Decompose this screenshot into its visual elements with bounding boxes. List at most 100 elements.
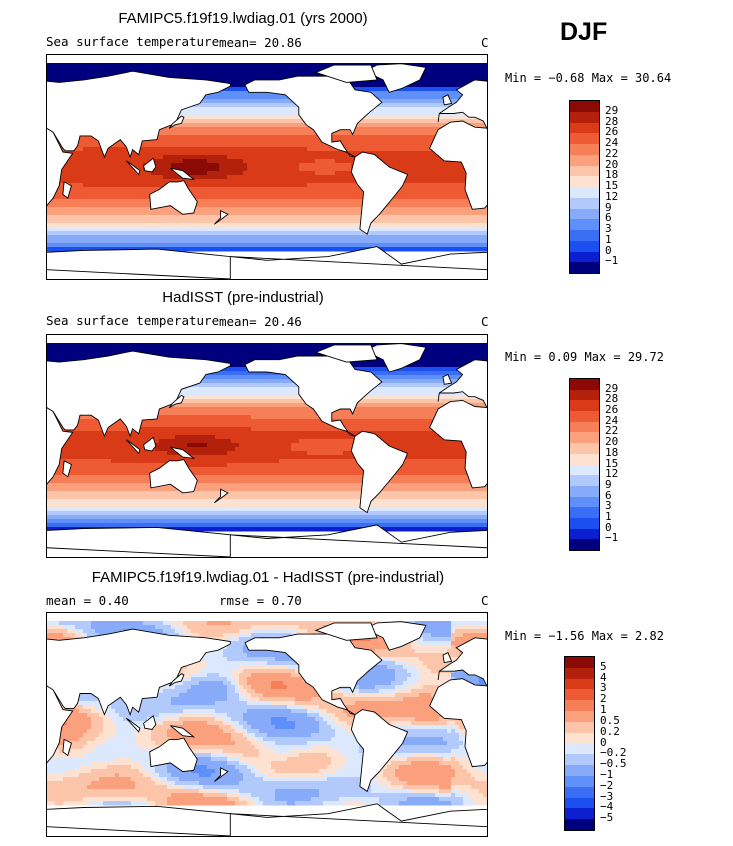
colorbar-swatch [565, 808, 594, 820]
colorbar-tick-label: 4 [600, 670, 607, 684]
colorbar-swatch [570, 240, 599, 252]
colorbar-tick-label: −1 [600, 767, 614, 781]
colorbar-tick-label: 3 [605, 222, 612, 235]
land-polygon [437, 359, 487, 409]
colorbar-swatch [565, 667, 594, 679]
land-polygon [170, 446, 196, 459]
land-polygon [314, 622, 378, 641]
colorbar-tick-label: 18 [605, 168, 619, 182]
land-polygon [214, 767, 229, 782]
colorbar-swatch [565, 819, 594, 830]
season-label: DJF [560, 18, 608, 46]
colorbar-swatch [570, 443, 599, 454]
panel-3-title: FAMIPC5.f19f19.lwdiag.01 - HadISST (pre-… [91, 569, 445, 586]
land-polygon [126, 160, 141, 176]
land-polygon [442, 651, 453, 664]
colorbar-swatch [570, 122, 599, 134]
land-polygon [168, 115, 185, 129]
colorbar-tick-label: −3 [600, 789, 614, 803]
colorbar-swatch [570, 230, 599, 241]
colorbar-tick-label: 2 [600, 692, 607, 706]
colorbar-swatch [570, 187, 599, 198]
land-polygon [363, 63, 427, 93]
panel-1-mean: mean= 20.86 [219, 35, 302, 50]
panel-3-map-svg [47, 621, 487, 836]
colorbar-tick-label: 15 [605, 456, 619, 470]
colorbar-swatch [565, 765, 594, 776]
land-polygon [363, 621, 427, 651]
colorbar-swatch [565, 657, 594, 668]
colorbar-swatch [570, 133, 599, 144]
colorbar-swatch [570, 475, 599, 486]
colorbar-tick-label: 22 [605, 146, 619, 160]
land-polygon [363, 343, 427, 373]
panel-1-units: C [481, 35, 489, 50]
colorbar-tick-label: 9 [605, 477, 612, 491]
colorbar-swatch [570, 165, 599, 177]
land-polygon [126, 717, 141, 733]
colorbar-swatch [570, 485, 599, 497]
colorbar-swatch [570, 144, 599, 155]
land-polygon [62, 181, 72, 199]
colorbar-tick-label: 18 [605, 445, 619, 459]
land-polygon [168, 673, 185, 687]
colorbar-tick-label: 24 [605, 136, 619, 149]
colorbar-tick-label: −1 [605, 254, 619, 268]
colorbar-swatch [570, 464, 599, 476]
colorbar-swatch [570, 208, 599, 220]
colorbar-tick-label: −0.5 [600, 757, 627, 771]
colorbar-swatch [570, 507, 599, 518]
land-polygon [230, 246, 487, 271]
colorbar-tick-label: 12 [605, 189, 619, 203]
colorbar-tick-label: 29 [605, 381, 619, 395]
colorbar-tick-label: 1 [605, 509, 612, 523]
colorbar-swatch [565, 775, 594, 787]
land-polygon [47, 70, 231, 159]
colorbar-tick-label: 20 [605, 157, 619, 171]
colorbar-tick-label: 22 [605, 424, 619, 438]
colorbar-tick-label: 1 [605, 232, 612, 246]
colorbar-tick-label: 28 [605, 114, 619, 128]
colorbar-swatch [570, 453, 599, 465]
land-polygon [149, 459, 198, 494]
colorbar-swatch [570, 111, 599, 123]
land-polygon [47, 685, 74, 764]
colorbar-tick-label: −0.2 [600, 746, 627, 760]
colorbar-swatch [570, 154, 599, 166]
land-polygon [314, 64, 378, 83]
colorbar-swatch [565, 786, 594, 798]
land-polygon [429, 399, 487, 489]
colorbar-tick-label: 0.2 [600, 724, 620, 738]
panel-1-map [46, 54, 488, 280]
panel-1-colorbar [569, 100, 600, 274]
land-polygon [437, 637, 487, 687]
colorbar-swatch [570, 251, 599, 263]
land-polygon [149, 180, 198, 215]
panel-3-rmse: rmse = 0.70 [219, 593, 302, 608]
land-polygon [429, 678, 487, 768]
colorbar-tick-label: 0 [605, 243, 612, 257]
land-polygon [47, 127, 74, 206]
land-polygon [170, 167, 196, 181]
panel-2-map-svg [47, 343, 487, 557]
panel-3-mean: mean = 0.40 [46, 593, 129, 608]
colorbar-swatch [570, 219, 599, 230]
land-polygon [62, 738, 72, 757]
panel-2-colorbar [569, 378, 600, 551]
colorbar-tick-label: 0 [600, 735, 607, 749]
colorbar-swatch [570, 411, 599, 422]
colorbar-swatch [565, 711, 594, 722]
colorbar-swatch [570, 517, 599, 529]
panel-2-mean: mean= 20.46 [219, 314, 302, 329]
colorbar-swatch [565, 700, 594, 712]
colorbar-swatch [570, 528, 599, 540]
colorbar-swatch [570, 262, 599, 273]
panel-1-variable: Sea surface temperature [46, 34, 220, 49]
colorbar-tick-label: 6 [605, 211, 612, 225]
colorbar-swatch [570, 539, 599, 550]
colorbar-tick-label: −2 [600, 778, 614, 792]
colorbar-tick-label: 12 [605, 467, 619, 481]
colorbar-tick-label: 0 [605, 520, 612, 534]
colorbar-swatch [570, 197, 599, 209]
land-polygon [47, 628, 231, 716]
